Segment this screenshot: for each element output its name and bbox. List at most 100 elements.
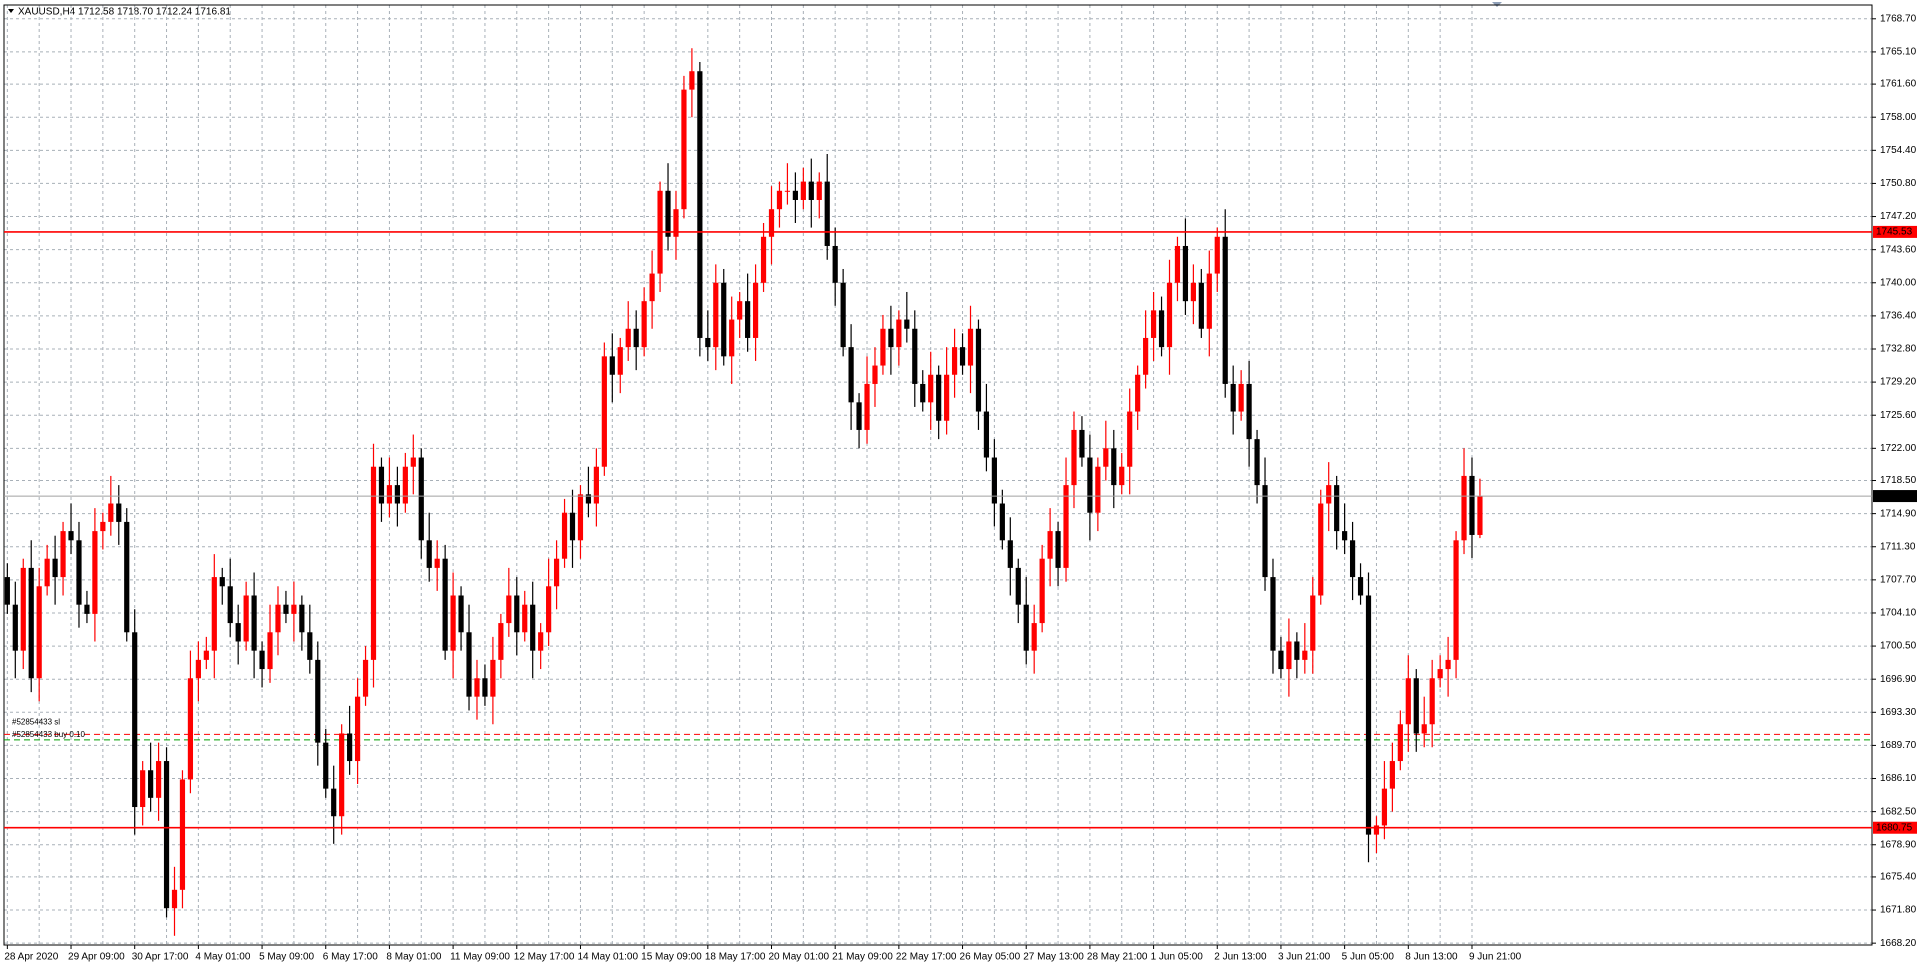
candle-body [259, 650, 265, 670]
candle-body [705, 337, 711, 348]
y-tick-label: 1682.50 [1880, 806, 1917, 817]
candle-body [991, 457, 997, 504]
candle-body [1453, 540, 1459, 660]
x-tick-label: 26 May 05:00 [960, 952, 1021, 963]
candle-body [1023, 604, 1029, 651]
x-tick-label: 29 Apr 09:00 [68, 952, 125, 963]
x-tick-label: 27 May 13:00 [1023, 952, 1084, 963]
candle-body [760, 236, 767, 283]
candle-body [569, 512, 576, 541]
menu-triangle[interactable] [8, 9, 14, 13]
y-tick-label: 1740.00 [1880, 277, 1917, 288]
candle-body [426, 540, 432, 568]
candle-body [601, 356, 607, 467]
candle-body [585, 494, 592, 504]
y-tick-label: 1700.50 [1880, 641, 1917, 652]
candle-body [1349, 540, 1356, 578]
x-tick-label: 8 May 01:00 [386, 952, 441, 963]
candle-body [132, 632, 138, 808]
candle-body [1031, 623, 1037, 651]
y-tick-label: 1743.60 [1880, 244, 1917, 255]
price-tag [1873, 821, 1917, 834]
candle-body [1238, 383, 1244, 412]
candle-body [1389, 761, 1395, 789]
candle-body [514, 595, 520, 633]
candle-body [609, 356, 615, 375]
candle-body [1190, 282, 1196, 302]
y-tick-label: 1758.00 [1880, 112, 1917, 123]
x-tick-label: 1 Jun 05:00 [1151, 952, 1204, 963]
x-tick-label: 18 May 17:00 [705, 952, 766, 963]
candle-body [386, 485, 393, 504]
plot-frame [3, 4, 1873, 946]
y-tick-label: 1754.40 [1880, 145, 1917, 156]
candle-body [896, 319, 902, 348]
candle-body [20, 567, 26, 651]
candle-body [362, 659, 369, 697]
candle-body [1421, 724, 1427, 734]
y-tick-label: 1714.90 [1880, 508, 1917, 519]
candle-body [92, 531, 98, 614]
x-tick-label: 5 May 09:00 [259, 952, 314, 963]
candle-body [633, 328, 639, 348]
candle-body [4, 577, 10, 605]
candle-body [36, 586, 42, 679]
candle-body [44, 558, 50, 587]
candle-body [275, 604, 281, 633]
candle-body [872, 365, 878, 384]
y-tick-label: 1765.10 [1880, 47, 1917, 58]
price-tag-label: 1745.53 [1876, 227, 1913, 238]
candle-body [155, 761, 162, 798]
candle-body [1127, 411, 1133, 467]
candle-body [299, 604, 305, 633]
candle-body [1214, 236, 1220, 274]
candle-body [784, 190, 791, 192]
candle-body [12, 604, 18, 651]
candle-body [283, 604, 289, 614]
candle-body [339, 733, 345, 817]
x-tick-label: 6 May 17:00 [323, 952, 378, 963]
candle-body [347, 733, 353, 762]
candle-body [307, 632, 313, 660]
candle-body [1095, 466, 1101, 513]
candle-body [108, 503, 114, 522]
y-tick-label: 1722.00 [1880, 443, 1917, 454]
y-tick-label: 1671.80 [1880, 905, 1917, 916]
x-tick-label: 4 May 01:00 [195, 952, 250, 963]
candle-body [553, 558, 560, 587]
candle-body [100, 521, 106, 532]
y-tick-label: 1768.70 [1880, 13, 1917, 24]
y-tick-label: 1750.80 [1880, 178, 1917, 189]
candle-body [1111, 448, 1117, 486]
candle-body [856, 402, 862, 430]
chart-title: XAUUSD,H4 1712.58 1718.70 1712.24 1716.8… [18, 7, 231, 18]
candle-body [816, 181, 822, 200]
candle-body [768, 209, 775, 237]
candle-body [466, 632, 472, 697]
y-tick-label: 1761.60 [1880, 79, 1917, 90]
candle-body [951, 347, 958, 375]
candle-body [1198, 282, 1204, 329]
candle-body [52, 558, 58, 578]
y-tick-label: 1711.30 [1880, 541, 1916, 552]
candle-body [84, 604, 90, 614]
candle-body [1357, 577, 1364, 596]
candle-body [832, 245, 838, 283]
order-label: #52854433 buy 0.10 [12, 730, 86, 739]
x-tick-label: 20 May 01:00 [769, 952, 830, 963]
candle-body [211, 577, 217, 651]
price-tag [1873, 225, 1917, 238]
candle-body [370, 466, 377, 660]
candle-body [76, 540, 82, 605]
candle-body [824, 181, 830, 246]
candle-body [752, 282, 759, 338]
candle-body [1063, 485, 1069, 568]
y-tick-label: 1747.20 [1880, 211, 1917, 222]
y-tick-label: 1693.30 [1880, 707, 1917, 718]
x-tick-label: 21 May 09:00 [832, 952, 893, 963]
x-tick-label: 28 May 21:00 [1087, 952, 1148, 963]
candle-body [1103, 448, 1109, 467]
candle-body [625, 328, 631, 348]
candle-body [920, 383, 926, 403]
